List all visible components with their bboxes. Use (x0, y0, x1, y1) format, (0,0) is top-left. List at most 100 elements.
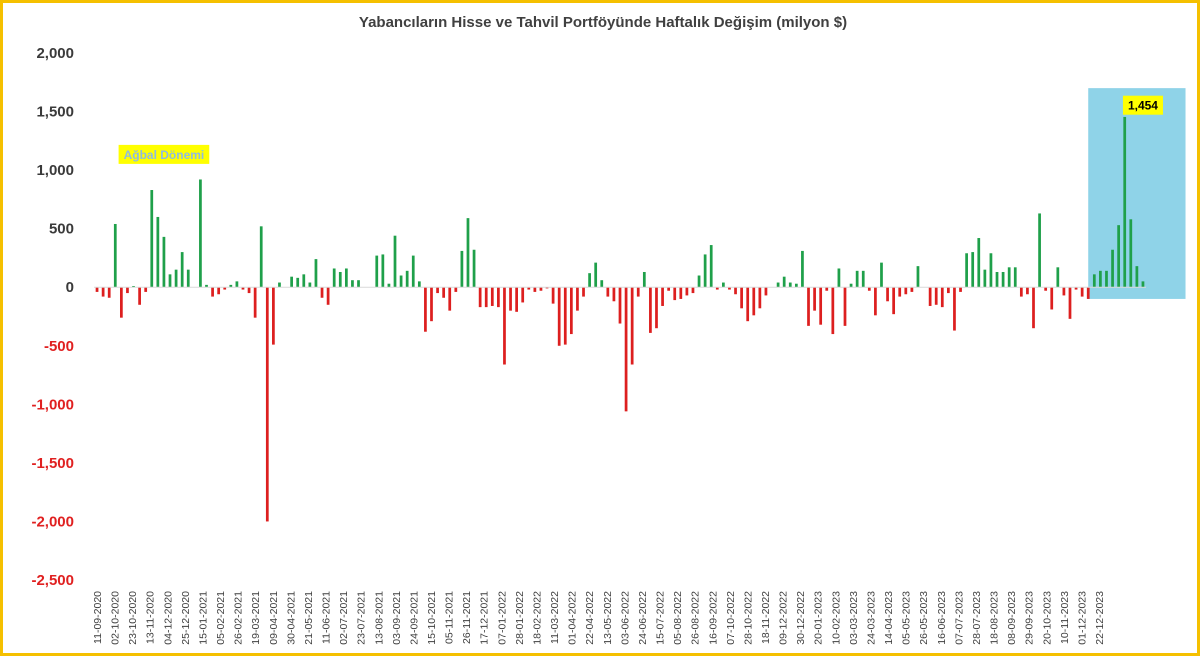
bar (107, 287, 111, 298)
y-tick-label: 2,000 (36, 45, 74, 62)
bar (691, 287, 695, 294)
bar (247, 287, 251, 294)
x-tick-label: 13-11-2020 (145, 591, 157, 644)
bar (351, 280, 354, 288)
bar (715, 287, 719, 290)
x-tick-label: 21-05-2021 (303, 591, 315, 645)
bar (332, 268, 336, 288)
x-tick-label: 18-08-2023 (989, 591, 1001, 645)
bar (1099, 270, 1102, 288)
bar (174, 269, 178, 288)
x-tick-label: 29-09-2023 (1024, 591, 1036, 645)
bar (448, 287, 452, 311)
bar (752, 287, 756, 316)
x-tick-label: 02-07-2021 (338, 591, 350, 645)
x-tick-label: 03-09-2021 (391, 591, 403, 645)
bar (290, 276, 293, 288)
bar (478, 287, 482, 308)
bar (186, 269, 190, 288)
x-tick-label: 15-10-2021 (426, 591, 438, 645)
bar (557, 287, 561, 346)
bar (1001, 271, 1005, 288)
bar (393, 235, 397, 288)
bar (296, 277, 300, 288)
annotation-background (1122, 95, 1163, 115)
bar (569, 287, 573, 335)
bar (782, 276, 786, 288)
x-tick-label: 14-04-2023 (883, 591, 895, 645)
bar (612, 287, 616, 302)
bar (582, 287, 585, 297)
bar (1050, 287, 1054, 310)
bar (503, 287, 506, 365)
bar (119, 287, 123, 318)
bar (132, 286, 135, 288)
x-tick-label: 23-10-2020 (127, 591, 139, 645)
bar (849, 283, 853, 288)
bar (278, 282, 281, 288)
x-tick-label: 09-04-2021 (268, 591, 280, 645)
x-axis-labels: 11-09-2020 02-10-2020 23-10-2020 13-11-2020… (92, 591, 1106, 645)
bar (977, 238, 981, 288)
bar (180, 252, 184, 288)
chart-title: Yabancıların Hisse ve Tahvil Portföyünde… (359, 14, 847, 31)
y-tick-label: -500 (44, 338, 74, 355)
bar (758, 287, 762, 309)
bar (1044, 287, 1048, 291)
bar (387, 283, 391, 288)
bar (302, 274, 306, 288)
bar (430, 287, 433, 322)
bar (1080, 287, 1084, 297)
x-tick-label: 05-11-2021 (444, 591, 456, 644)
bar (874, 287, 877, 316)
bar (265, 287, 269, 522)
bar (344, 268, 348, 288)
bar (1068, 287, 1072, 319)
bars-layer (95, 116, 1145, 522)
bar (1019, 287, 1023, 297)
bar (649, 287, 652, 333)
bar (521, 287, 525, 303)
x-tick-label: 15-01-2021 (197, 591, 209, 645)
x-tick-label: 10-02-2023 (830, 591, 842, 645)
bar (636, 287, 640, 297)
bar (205, 284, 208, 288)
bar (113, 223, 117, 288)
bar (563, 287, 567, 345)
bar (588, 273, 591, 288)
bar (910, 287, 914, 292)
x-tick-label: 15-07-2022 (655, 591, 667, 645)
annotation-text: Ağbal Dönemi (124, 148, 205, 162)
bar (965, 253, 968, 288)
bar (667, 287, 671, 291)
bar (551, 287, 555, 304)
bar (776, 282, 780, 288)
bar (229, 284, 233, 288)
x-tick-label: 03-06-2022 (619, 591, 631, 645)
x-tick-label: 04-12-2020 (162, 591, 174, 645)
bar (606, 287, 610, 297)
annotation-agbal: Ağbal Dönemi (118, 144, 210, 164)
bar (515, 287, 518, 312)
bar (399, 275, 403, 288)
bar (424, 287, 427, 332)
bar (685, 287, 689, 296)
highlight-layer (1088, 88, 1186, 299)
x-tick-label: 01-12-2023 (1076, 591, 1088, 645)
bar (837, 268, 841, 288)
bar (1062, 287, 1066, 296)
bar (150, 190, 154, 288)
bar (794, 283, 798, 288)
bar (235, 281, 239, 288)
y-tick-label: -2,500 (31, 572, 74, 589)
bar (880, 262, 883, 288)
bar (819, 287, 823, 325)
bar (411, 255, 415, 288)
x-tick-label: 05-02-2021 (215, 591, 227, 645)
bar (600, 280, 604, 288)
bar (259, 226, 263, 288)
bar (1013, 267, 1017, 288)
bar (1141, 281, 1145, 288)
annotations-layer: Ağbal Dönemi 1,454 (118, 95, 1163, 164)
